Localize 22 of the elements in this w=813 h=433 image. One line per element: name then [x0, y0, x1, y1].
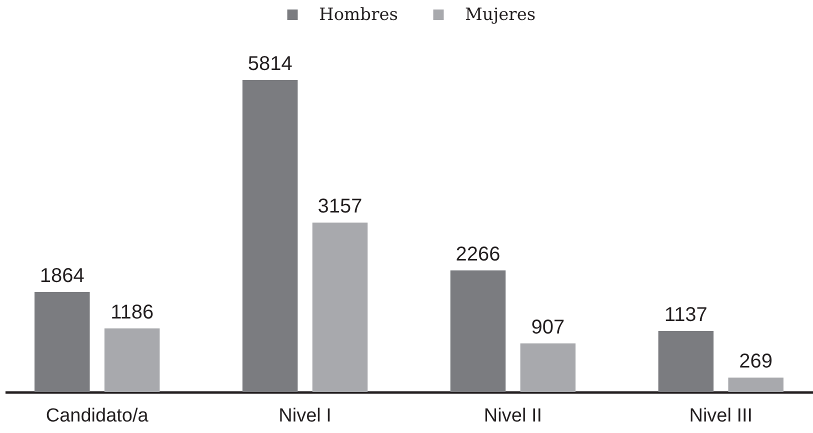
bar: [104, 328, 160, 392]
data-label: 1137: [664, 304, 708, 326]
data-label: 907: [531, 316, 565, 338]
data-label: 1186: [110, 301, 154, 324]
data-label: 5814: [248, 53, 292, 75]
data-label: 2266: [456, 243, 500, 266]
legend-label: Mujeres: [465, 4, 536, 25]
data-label: 1864: [40, 264, 84, 287]
data-label: 3157: [318, 196, 362, 218]
data-label: 269: [739, 350, 773, 373]
bar: [34, 292, 90, 392]
x-tick-label: Nivel II: [484, 406, 542, 426]
x-tick-label: Nivel III: [689, 406, 753, 426]
x-tick-label: Nivel I: [278, 406, 332, 426]
bar: [242, 80, 298, 392]
legend-label: Hombres: [319, 4, 398, 25]
x-tick-label: Candidato/a: [46, 406, 149, 426]
bar: [312, 222, 368, 392]
bar: [450, 270, 506, 392]
bar: [728, 378, 784, 392]
bar: [520, 343, 576, 392]
bar: [658, 330, 714, 392]
